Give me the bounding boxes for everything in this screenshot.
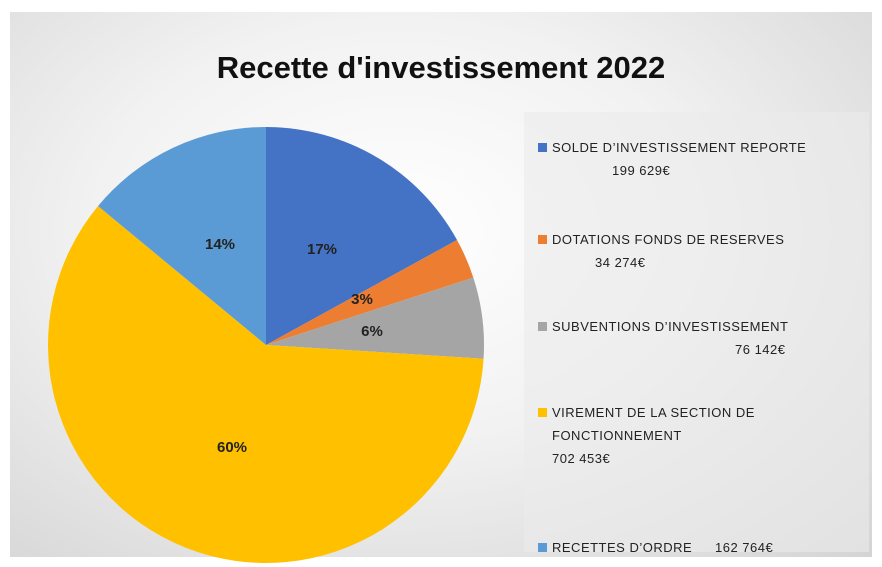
legend-amount: 162 764€: [715, 540, 774, 555]
pie-slice: [98, 126, 267, 345]
legend-amount: 199 629€: [612, 163, 671, 178]
pie-slice: [48, 206, 484, 563]
pie-slice: [266, 277, 485, 359]
data-label: 6%: [361, 323, 383, 340]
chart-title: Recette d'investissement 2022: [216, 50, 666, 85]
legend-amount: 34 274€: [595, 255, 646, 270]
legend-swatch: [538, 322, 547, 331]
legend-panel: [524, 112, 869, 552]
data-label: 3%: [351, 291, 373, 308]
data-label: 17%: [307, 241, 337, 258]
data-label: 60%: [217, 439, 247, 456]
legend-label: RECETTES D’ORDRE: [552, 540, 693, 555]
legend-amount: 702 453€: [552, 451, 611, 466]
legend-label: SUBVENTIONS D’INVESTISSEMENT: [552, 319, 789, 334]
legend-label: DOTATIONS FONDS DE RESERVES: [552, 232, 785, 247]
pie-slice: [266, 239, 474, 345]
legend-swatch: [538, 235, 547, 244]
legend-amount: 76 142€: [735, 342, 786, 357]
legend-label: SOLDE D’INVESTISSEMENT REPORTE: [552, 140, 807, 155]
legend-swatch: [538, 543, 547, 552]
data-label: 14%: [205, 236, 235, 253]
legend-swatch: [538, 143, 547, 152]
legend-swatch: [538, 408, 547, 417]
pie-slice: [266, 127, 458, 345]
legend-label: VIREMENT DE LA SECTION DE FONCTIONNEMENT: [552, 405, 755, 443]
